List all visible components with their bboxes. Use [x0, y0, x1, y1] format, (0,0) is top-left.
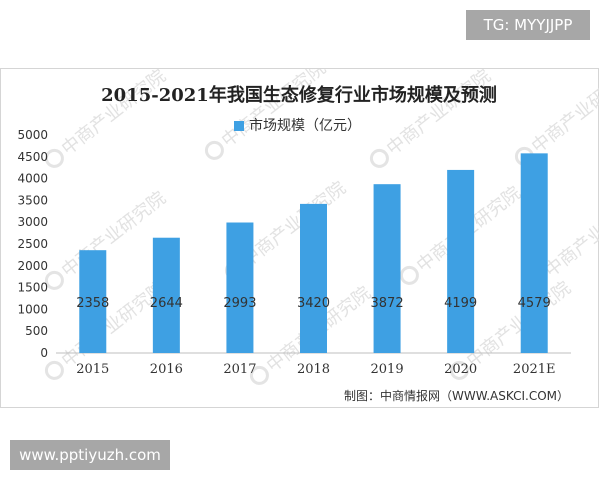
watermark-logo	[44, 360, 64, 380]
y-tick-label: 4000	[17, 172, 48, 186]
x-tick-label: 2020	[444, 362, 477, 377]
source-text: 制图：中商情报网（WWW.ASKCI.COM）	[344, 388, 569, 403]
watermark-logo	[204, 140, 224, 160]
bar	[447, 169, 475, 353]
y-tick-label: 3500	[17, 193, 48, 207]
legend-label: 市场规模（亿元）	[249, 117, 361, 134]
watermark-text: 中商产业研究院	[238, 178, 350, 272]
bar	[300, 203, 327, 353]
legend: 市场规模（亿元）	[234, 117, 361, 134]
watermark-text: 中商产业研究院	[541, 188, 599, 282]
x-tick-label: 2018	[297, 362, 330, 377]
bars-group	[79, 153, 548, 353]
y-tick-label: 2500	[17, 237, 48, 251]
x-tick-label: 2016	[150, 362, 183, 377]
y-tick-label: 1500	[17, 281, 48, 295]
watermark-logo	[369, 148, 389, 168]
watermark-text: 中商产业研究院	[218, 69, 330, 152]
y-axis: 0 500 1000 1500 2000 2500 3000 3500 4000 4500 5000	[17, 128, 48, 360]
y-tick-label: 1000	[17, 302, 48, 316]
bar	[373, 184, 401, 353]
top-right-badge: TG: MYYJJPP	[466, 10, 590, 40]
y-tick-label: 0	[40, 346, 48, 360]
data-labels-group: 2358 2644 2993 3420 3872 4199 4579	[76, 296, 551, 311]
watermark-logo	[249, 365, 269, 385]
bar-data-label: 3872	[371, 296, 404, 311]
bar-data-label: 3420	[297, 296, 330, 311]
bar	[520, 153, 548, 353]
y-tick-label: 5000	[17, 128, 48, 142]
watermark-logo	[449, 360, 469, 380]
watermark-logo	[44, 148, 64, 168]
chart-frame: 中商产业研究院 中商产业研究院 中商产业研究院 中商产业研究院 中商产业研究院 中商产业研…	[0, 68, 599, 408]
bar	[79, 250, 107, 353]
bar	[226, 222, 254, 353]
bar-data-label: 2644	[150, 296, 183, 311]
y-tick-label: 3000	[17, 215, 48, 229]
watermark-text: 中商产业研究院	[58, 69, 170, 160]
x-tick-label: 2017	[223, 362, 256, 377]
x-tick-label: 2015	[76, 362, 109, 377]
bottom-left-badge: www.pptiyuzh.com	[10, 440, 170, 470]
legend-swatch	[234, 121, 244, 131]
watermark-text: 中商产业研究院	[383, 69, 495, 160]
watermark: 中商产业研究院	[204, 69, 330, 160]
bar-data-label: 4579	[518, 296, 551, 311]
bar	[152, 237, 180, 353]
bar-data-label: 2993	[223, 296, 256, 311]
chart-title: 2015-2021年我国生态修复行业市场规模及预测	[101, 84, 497, 106]
watermark-logo	[44, 270, 64, 290]
bar-data-label: 4199	[444, 296, 477, 311]
watermark-text: 中商产业研究院	[463, 278, 575, 372]
y-tick-label: 2000	[17, 259, 48, 273]
bar-data-label: 2358	[76, 296, 109, 311]
watermark-text: 中商产业研究院	[528, 69, 599, 158]
watermark-logo	[399, 265, 419, 285]
y-tick-label: 4500	[17, 150, 48, 164]
y-tick-label: 500	[25, 324, 48, 338]
x-tick-label: 2021E	[513, 362, 556, 377]
x-tick-label: 2019	[371, 362, 404, 377]
